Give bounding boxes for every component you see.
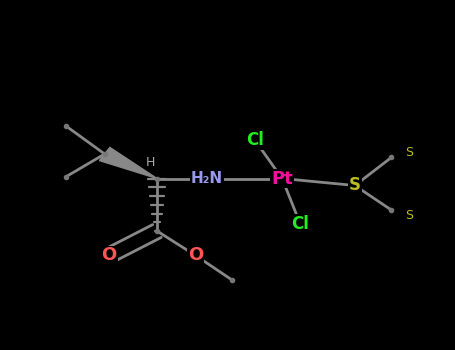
Text: Cl: Cl [246, 131, 264, 149]
Polygon shape [100, 147, 157, 178]
Text: S: S [349, 176, 361, 195]
Text: S: S [405, 146, 414, 159]
Text: Pt: Pt [271, 169, 293, 188]
Text: H: H [146, 156, 155, 169]
Text: Cl: Cl [291, 215, 309, 233]
Text: S: S [405, 209, 414, 222]
Text: O: O [188, 246, 203, 265]
Text: O: O [101, 246, 117, 265]
Text: H₂N: H₂N [191, 171, 223, 186]
